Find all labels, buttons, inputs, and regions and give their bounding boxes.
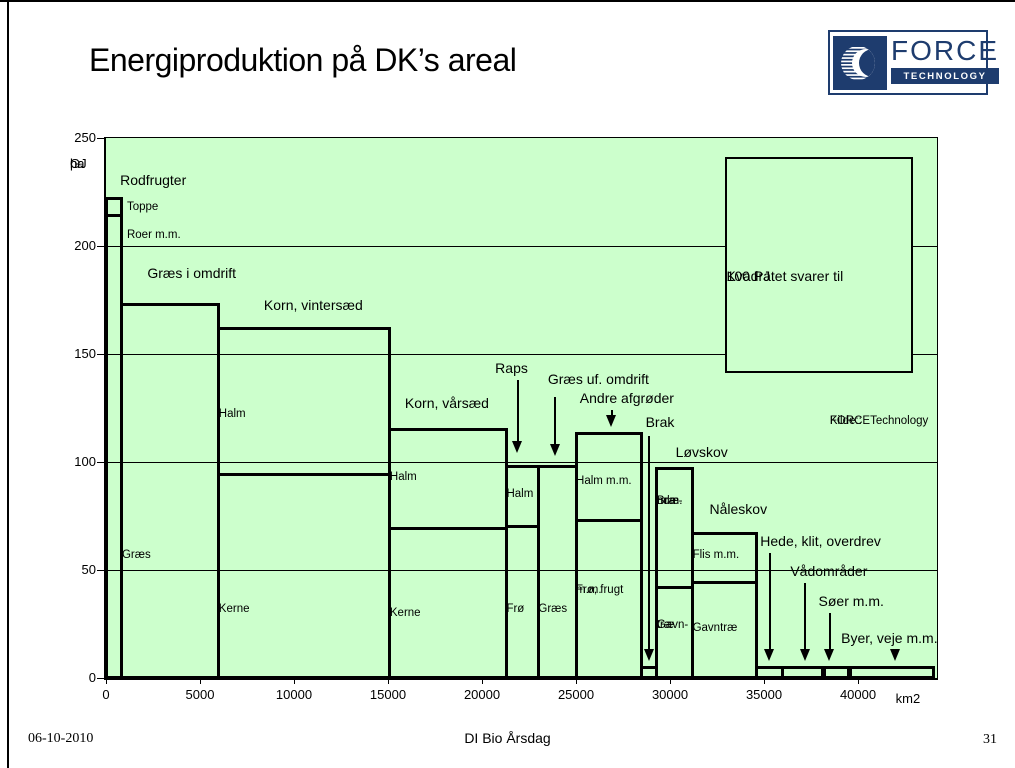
annotation-arrow-head-brak [643, 648, 654, 661]
annotation-arrow-line-andre-afgrøder [610, 410, 613, 418]
logo-text-block: FORCE TECHNOLOGY [891, 35, 999, 90]
y-tick-label-100: 100 [74, 454, 96, 469]
annotation-græs-i-omdrift: Græs i omdrift [147, 265, 237, 282]
x-tick-label-5000: 5000 [185, 687, 215, 702]
x-tick-10000 [293, 678, 295, 684]
x-tick-label-40000: 40000 [839, 687, 877, 702]
x-tick-25000 [575, 678, 577, 684]
bar-segment-rodfrugter [104, 196, 124, 218]
force-technology-logo: FORCE TECHNOLOGY [828, 30, 999, 95]
bar-segment-græs-i-omdrift [120, 302, 221, 680]
y-tick-0 [97, 677, 104, 679]
y-tick-50 [97, 569, 104, 571]
y-tick-150 [97, 353, 104, 355]
annotation-arrow-head-andre-afgrøder [606, 415, 617, 428]
x-axis-unit-label: km2 [895, 691, 921, 706]
bar-segment-byer-veje-m-m [849, 665, 935, 680]
annotation-arrow-head-græs-uf-omdrift [549, 443, 560, 456]
annotation-arrow-head-byer-veje-m-m [890, 648, 901, 661]
y-tick-label-50: 50 [81, 562, 96, 577]
slide-left-border [7, 0, 9, 768]
y-tick-label-150: 150 [74, 346, 96, 361]
annotation-brak: Brak [645, 414, 675, 431]
annotation-arrow-head-raps [512, 441, 523, 454]
annotation-løvskov: Løvskov [675, 444, 728, 461]
annotation-søer-m-m: Søer m.m. [818, 593, 884, 610]
x-tick-30000 [669, 678, 671, 684]
footer-page-number: 31 [983, 732, 997, 747]
x-tick-20000 [481, 678, 483, 684]
bar-segment-hede-klit-overdrev [755, 665, 785, 680]
bar-segment-korn-vintersæd [217, 473, 392, 680]
annotation-arrow-line-søer-m-m [828, 613, 831, 651]
y-tick-label-250: 250 [74, 130, 96, 145]
annotation-arrow-line-hede-klit-overdrev [768, 552, 771, 651]
x-tick-label-15000: 15000 [369, 687, 407, 702]
annotation-vådområder: Vådområder [790, 563, 868, 580]
y-tick-label-200: 200 [74, 238, 96, 253]
logo-force-text: FORCE [891, 35, 999, 66]
x-tick-label-10000: 10000 [275, 687, 313, 702]
y-tick-250 [97, 137, 104, 139]
footer-event-name: DI Bio Årsdag [464, 730, 551, 746]
annotation-arrow-line-vådområder [804, 582, 807, 651]
y-tick-200 [97, 245, 104, 247]
y-tick-label-0: 0 [88, 670, 96, 685]
footer-date: 06-10-2010 [28, 731, 94, 746]
bar-segment-nåleskov [691, 531, 758, 585]
x-tick-15000 [387, 678, 389, 684]
bar-segment-græs-uf-omdrift [536, 464, 578, 680]
annotation-arrow-head-hede-klit-overdrev [764, 648, 775, 661]
gridline-100 [106, 461, 937, 463]
x-tick-label-30000: 30000 [651, 687, 689, 702]
page-title: Energiproduktion på DK’s areal [89, 42, 517, 78]
annotation-græs-uf-omdrift: Græs uf. omdrift [547, 370, 649, 387]
x-tick-35000 [763, 678, 765, 684]
logo-technology-text: TECHNOLOGY [891, 68, 999, 84]
chart-plot-area: Roer m.m. Toppe Græs Kerne Halm Kerne Halm Frø H… [70, 130, 938, 706]
y-tick-100 [97, 461, 104, 463]
annotation-nåleskov: Nåleskov [709, 500, 768, 517]
x-tick-label-25000: 25000 [557, 687, 595, 702]
x-tick-label-0: 0 [102, 687, 110, 702]
annotation-arrow-head-søer-m-m [824, 648, 835, 661]
annotation-arrow-line-brak [648, 436, 651, 651]
globe-icon [833, 36, 887, 90]
annotation-byer-veje-m-m: Byer, veje m.m. [841, 630, 938, 647]
annotation-arrow-line-græs-uf-omdrift [554, 397, 557, 446]
gridline-50 [106, 569, 937, 571]
x-tick-label-35000: 35000 [745, 687, 783, 702]
annotation-andre-afgrøder: Andre afgrøder [579, 390, 674, 407]
annotation-arrow-line-raps [516, 379, 519, 444]
bar-segment-korn-vintersæd [217, 326, 392, 477]
annotation-arrow-head-vådområder [799, 648, 810, 661]
bar-segment-vådområder [781, 665, 824, 680]
x-tick-0 [105, 678, 107, 684]
x-tick-5000 [199, 678, 201, 684]
bar-segment-løvskov [655, 466, 695, 589]
annotation-hede-klit-overdrev: Hede, klit, overdrev [760, 532, 881, 549]
bar-segment-andre-afgrøder [574, 432, 644, 522]
x-tick-label-20000: 20000 [463, 687, 501, 702]
slide-top-border [0, 0, 1015, 2]
gridline-150 [106, 353, 937, 355]
annotation-korn-vintersæd: Korn, vintersæd [263, 297, 363, 314]
annotation-rodfrugter: Rodfrugter [120, 172, 187, 189]
annotation-korn-vårsæd: Korn, vårsæd [404, 394, 489, 411]
x-tick-40000 [857, 678, 859, 684]
legend-square-100pj: Kvadratet svarer til 100 PJ [724, 157, 913, 374]
gridline-200 [106, 245, 937, 247]
bar-segment-søer-m-m [822, 665, 851, 680]
annotation-raps: Raps [495, 360, 528, 377]
